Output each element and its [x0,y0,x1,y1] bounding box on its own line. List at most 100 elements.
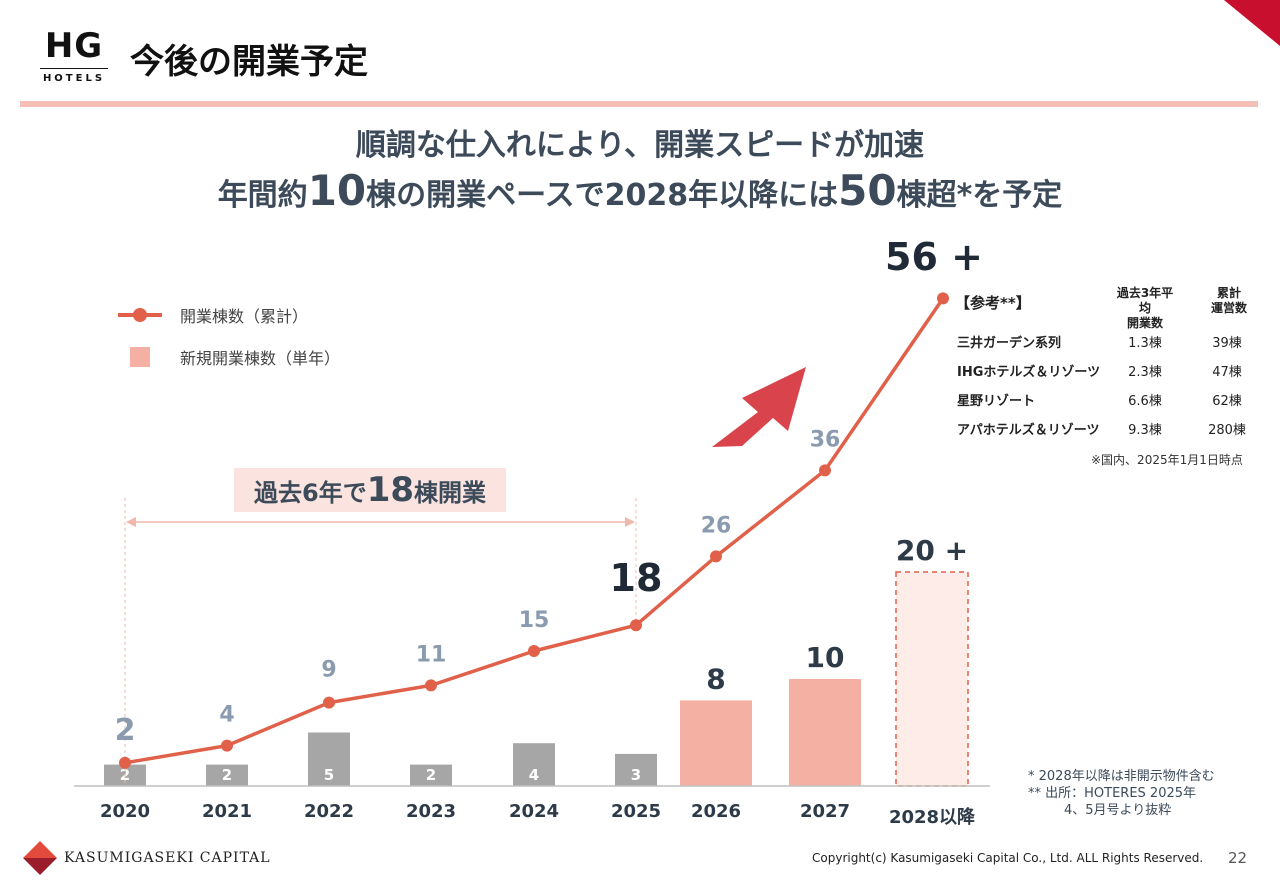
table-row: 三井ガーデン系列 1.3棟 39棟 [955,332,1265,360]
x-tick-2020: 2020 [100,801,150,822]
headline-num-2: 50 [838,166,897,215]
table-row: IHGホテルズ＆リゾーツ 2.3棟 47棟 [955,361,1265,389]
cumulative-label-2027: 36 [810,427,841,452]
x-tick-2026: 2026 [691,801,741,822]
footnote-3: 4、5月号より抜粋 [1064,803,1172,818]
row-avg: 9.3棟 [1128,423,1162,438]
table-row: 星野リゾート 6.6棟 62棟 [955,390,1265,418]
cumulative-point-2020 [119,756,131,769]
period-text-b: 棟開業 [414,479,487,507]
ihg-hotels-logo: HG HOTELS [40,26,108,94]
period-arrow-left-icon [126,517,136,527]
bar-2025 [615,753,657,786]
bar-2027 [789,679,861,786]
headline-num-1: 10 [307,166,367,215]
reference-col-avg: 過去3年平均 開業数 [1115,286,1175,331]
chart-legend: 開業棟数（累計） 新規開業棟数（単年） [118,294,340,378]
x-tick-2022: 2022 [304,801,354,822]
period-text-a: 過去6年で [254,479,367,507]
cumulative-label-2024: 15 [519,608,550,633]
logo-mark: HG [44,26,104,66]
headline-line-2: 年間約10棟の開業ペースで2028年以降には50棟超*を予定 [0,166,1280,215]
bar-label-2026: 8 [706,662,725,695]
period-arrow-right-icon [625,517,635,527]
legend-label-annual: 新規開業棟数（単年） [180,349,341,368]
bar-label-2025: 3 [631,766,641,784]
period-label: 過去6年で18棟開業 [234,468,507,512]
row-name: 三井ガーデン系列 [957,336,1062,351]
reference-note: ※国内、2025年1月1日時点 [1091,453,1243,467]
cumulative-point-2025 [630,619,642,632]
bar-2026 [680,700,752,786]
cumulative-label-2026: 26 [701,513,732,538]
bar-label-2023: 2 [426,766,436,784]
col-avg-line-1: 過去3年平均 [1116,286,1174,315]
title-underline [20,101,1258,107]
row-name: アパホテルズ＆リゾーツ [957,423,1100,438]
headline-text-a: 年間約 [217,178,308,213]
col-total-line-2: 運営数 [1210,301,1247,315]
kasumigaseki-diamond-icon [23,841,57,875]
bar-2028以降 [895,571,969,787]
footnote-2: ** 出所：HOTERES 2025年 [1028,786,1197,801]
col-avg-line-2: 開業数 [1126,316,1163,330]
period-num: 18 [366,470,415,510]
company-name: KASUMIGASEKI CAPITAL [64,850,271,866]
bar-label-2028以降: 20 + [896,534,968,567]
headline-text-b: 棟の開業ペースで2028年以降には [366,178,839,213]
x-tick-2027: 2027 [800,801,850,822]
headline-line-1: 順調な仕入れにより、開業スピードが加速 [355,128,925,163]
cumulative-point-2024 [528,645,540,657]
row-total: 280棟 [1208,423,1246,438]
copyright: Copyright(c) Kasumigaseki Capital Co., L… [812,851,1204,865]
cumulative-label-2020: 2 [115,713,136,748]
reference-title: 【参考**】 [955,294,1031,312]
page-title: 今後の開業予定 [130,42,368,82]
growth-arrow-icon [712,367,806,447]
x-tick-2024: 2024 [509,801,559,822]
legend-label-cumulative: 開業棟数（累計） [180,307,309,326]
legend-line-marker [118,308,162,322]
row-avg: 2.3棟 [1128,365,1162,380]
table-row: アパホテルズ＆リゾーツ 9.3棟 280棟 [955,419,1265,447]
legend-item-cumulative: 開業棟数（累計） [118,294,340,336]
footnote-1: * 2028年以降は非開示物件含む [1028,769,1215,784]
cumulative-point-2021 [221,739,233,752]
page-number: 22 [1228,849,1248,867]
row-avg: 1.3棟 [1128,336,1162,351]
bar-2023 [410,764,452,786]
cumulative-point-2028以降 [937,292,949,305]
bar-label-2022: 5 [324,766,334,784]
bar-2021 [206,764,248,786]
row-avg: 6.6棟 [1128,394,1162,409]
cumulative-point-2023 [425,679,437,692]
cumulative-label-2022: 9 [321,658,336,683]
footnotes: * 2028年以降は非開示物件含む ** 出所：HOTERES 2025年 4、… [1028,768,1215,819]
cumulative-label-2021: 4 [219,703,234,728]
x-tick-2025: 2025 [611,801,661,822]
cumulative-point-2022 [323,696,335,709]
x-tick-2028以降: 2028以降 [889,806,976,828]
bar-label-2021: 2 [222,766,232,784]
corner-accent [1224,0,1280,46]
legend-bar-marker [130,347,150,367]
cumulative-point-2027 [819,464,831,477]
row-total: 39棟 [1212,336,1242,351]
x-tick-2021: 2021 [202,801,252,822]
x-tick-2023: 2023 [406,801,456,822]
bar-label-2024: 4 [529,766,539,784]
row-name: IHGホテルズ＆リゾーツ [957,365,1101,380]
logo-subtext: HOTELS [42,73,106,84]
cumulative-point-2026 [710,550,722,563]
col-total-line-1: 累計 [1216,286,1241,300]
row-total: 47棟 [1212,365,1242,380]
cumulative-label-2028以降: 56 + [885,235,983,279]
logo-divider [40,68,108,69]
row-total: 62棟 [1212,394,1242,409]
cumulative-label-2023: 11 [416,642,447,667]
cumulative-label-2025: 18 [610,556,663,600]
legend-item-annual: 新規開業棟数（単年） [118,336,340,378]
headline-text-c: 棟超*を予定 [896,178,1063,213]
row-name: 星野リゾート [957,394,1036,409]
